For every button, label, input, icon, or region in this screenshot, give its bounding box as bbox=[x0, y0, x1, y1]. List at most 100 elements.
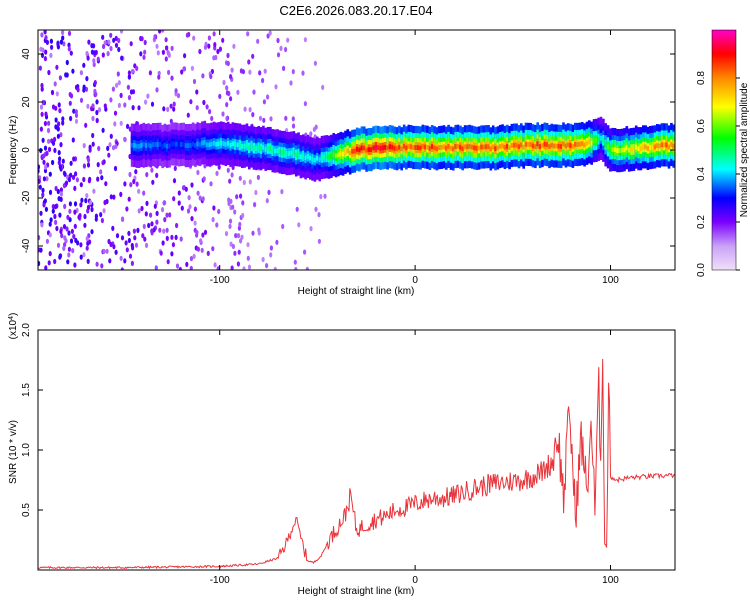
noise-cell bbox=[44, 164, 48, 170]
noise-cell bbox=[112, 37, 116, 43]
noise-cell bbox=[235, 194, 239, 200]
noise-cell bbox=[319, 194, 323, 200]
noise-cell bbox=[92, 58, 96, 64]
ridge-cell bbox=[543, 141, 547, 147]
ridge-cell bbox=[660, 142, 664, 148]
ridge-cell bbox=[555, 143, 558, 149]
ridge-cell bbox=[452, 146, 455, 152]
ridge-cell bbox=[409, 144, 413, 149]
ridge-cell bbox=[494, 146, 497, 152]
noise-cell bbox=[87, 178, 91, 184]
noise-cell bbox=[119, 255, 123, 261]
noise-cell bbox=[207, 43, 211, 49]
noise-cell bbox=[168, 212, 172, 218]
noise-cell bbox=[84, 198, 88, 204]
noise-cell bbox=[246, 255, 250, 261]
noise-cell bbox=[55, 91, 59, 97]
snr-panel: -100 0 100 0.5 1.0 1.5 2.0 Height of straight … bbox=[8, 313, 676, 597]
ridge-cell bbox=[520, 142, 523, 148]
noise-cell bbox=[137, 188, 141, 194]
noise-cell bbox=[84, 86, 89, 92]
noise-cell bbox=[280, 189, 284, 195]
ridge-cell bbox=[510, 143, 514, 148]
noise-cell bbox=[269, 245, 273, 251]
noise-cell bbox=[38, 235, 41, 241]
ridge-cell bbox=[250, 143, 253, 149]
ridge-cell bbox=[205, 142, 209, 148]
noise-cell bbox=[128, 171, 132, 178]
noise-cell bbox=[68, 201, 72, 207]
y-tick-label: 1.0 bbox=[21, 443, 32, 457]
noise-cell bbox=[269, 116, 273, 122]
ridge-cell bbox=[416, 145, 420, 150]
noise-cell bbox=[111, 86, 115, 92]
ridge-cell bbox=[672, 143, 675, 149]
noise-cell bbox=[200, 247, 204, 253]
colorbar-tick-label: 0.2 bbox=[696, 215, 707, 229]
noise-cell bbox=[88, 144, 92, 150]
ridge-cell bbox=[590, 140, 593, 146]
noise-cell bbox=[106, 51, 110, 57]
noise-cell bbox=[206, 250, 210, 256]
ridge-cell bbox=[402, 143, 406, 149]
ridge-cell bbox=[534, 144, 537, 149]
noise-cell bbox=[215, 170, 219, 176]
noise-cell bbox=[41, 99, 45, 106]
ridge-cell bbox=[320, 155, 324, 160]
ridge-cell bbox=[196, 141, 199, 147]
noise-cell bbox=[113, 121, 117, 127]
noise-cell bbox=[203, 229, 208, 235]
noise-cell bbox=[128, 253, 133, 259]
noise-cell bbox=[59, 191, 64, 197]
noise-cell bbox=[102, 208, 106, 214]
noise-cell bbox=[139, 51, 143, 57]
ridge-cell bbox=[231, 141, 235, 147]
ridge-cell bbox=[149, 143, 153, 149]
noise-cell bbox=[41, 137, 45, 143]
noise-cell bbox=[273, 266, 277, 270]
noise-cell bbox=[69, 115, 73, 122]
noise-cell bbox=[205, 104, 209, 110]
noise-cell bbox=[46, 127, 51, 134]
noise-cell bbox=[131, 245, 135, 251]
ridge-cell bbox=[285, 151, 289, 156]
spectrogram-ylabel: Frequency (Hz) bbox=[8, 116, 19, 185]
noise-cell bbox=[58, 254, 62, 260]
noise-cell bbox=[113, 110, 118, 116]
ridge-cell bbox=[226, 141, 230, 146]
noise-cell bbox=[203, 44, 208, 50]
ridge-cell bbox=[595, 138, 598, 143]
noise-cell bbox=[218, 93, 222, 99]
noise-cell bbox=[101, 127, 105, 133]
noise-cell bbox=[303, 37, 307, 43]
noise-cell bbox=[221, 37, 225, 43]
noise-cell bbox=[53, 213, 57, 220]
noise-cell bbox=[265, 198, 269, 204]
noise-cell bbox=[230, 172, 234, 178]
noise-cell bbox=[75, 177, 79, 183]
noise-cell bbox=[166, 259, 170, 265]
ridge-cell bbox=[508, 145, 511, 150]
noise-cell bbox=[231, 243, 235, 250]
noise-cell bbox=[61, 116, 65, 122]
noise-cell bbox=[162, 228, 166, 234]
noise-cell bbox=[323, 193, 327, 199]
noise-cell bbox=[70, 228, 74, 234]
noise-cell bbox=[226, 52, 230, 59]
ridge-cell bbox=[459, 144, 462, 150]
noise-cell bbox=[226, 60, 230, 67]
ridge-cell bbox=[353, 148, 357, 154]
noise-cell bbox=[265, 263, 269, 269]
y-tick-label: -20 bbox=[21, 190, 32, 205]
noise-cell bbox=[209, 181, 213, 187]
ridge-cell bbox=[273, 148, 277, 154]
ridge-cell bbox=[637, 146, 640, 152]
ridge-cell bbox=[348, 150, 352, 156]
noise-cell bbox=[217, 164, 221, 170]
noise-cell bbox=[73, 201, 78, 207]
noise-cell bbox=[49, 52, 53, 59]
noise-cell bbox=[100, 263, 104, 269]
noise-cell bbox=[93, 50, 97, 56]
noise-cell bbox=[43, 56, 48, 62]
noise-cell bbox=[133, 235, 137, 241]
